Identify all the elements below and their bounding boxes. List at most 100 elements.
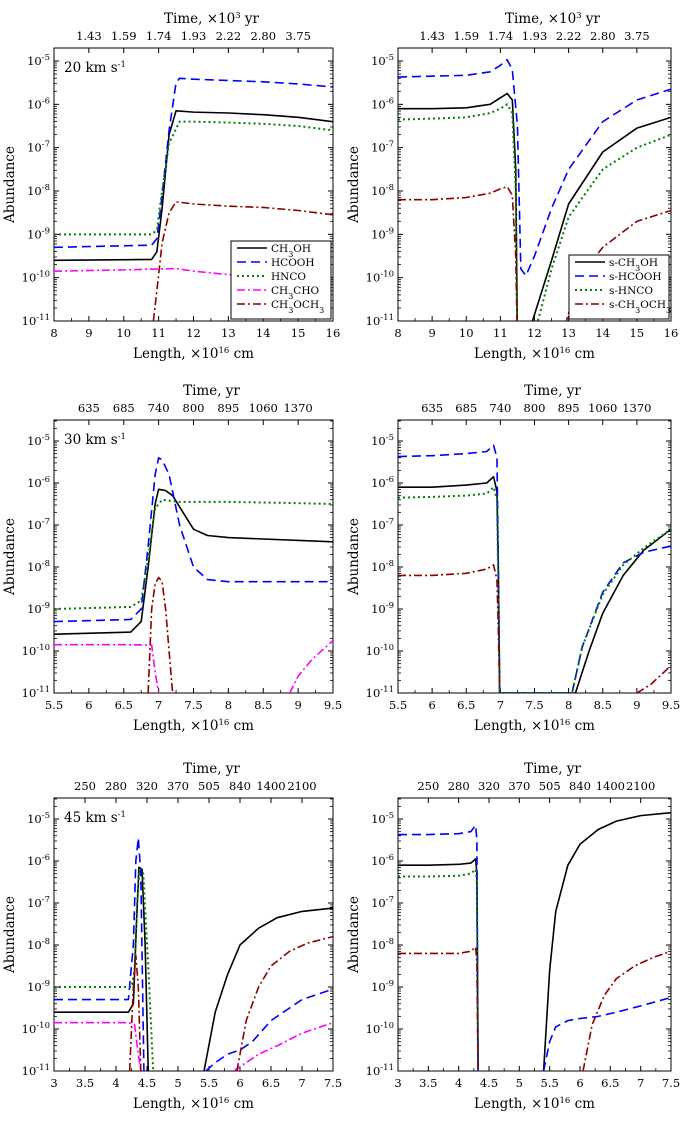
series-group	[398, 444, 671, 693]
x-tick-label: 8	[565, 698, 572, 712]
x-tick-label: 10	[116, 326, 131, 340]
legend-entry: CH3OH	[271, 243, 311, 259]
y-tick-label: 10-10	[22, 270, 50, 285]
y-tick-label: 10-6	[371, 475, 394, 490]
top-tick-label: 800	[183, 401, 205, 415]
x-axis-title: Length, ×1016 cm	[133, 346, 254, 362]
top-tick-label: 685	[113, 401, 135, 415]
chart-panel-1: 8 9 10 11 12 13 14 15 16 10-11 10-10 10-9 10-8 10-7 10…	[2, 11, 340, 362]
x-tick-label: 7.5	[662, 1076, 680, 1090]
x-tick-label: 14	[595, 326, 610, 340]
x-axis-title: Length, ×1016 cm	[133, 1096, 254, 1112]
y-tick-label: 10-10	[366, 643, 394, 658]
x-tick-label: 10	[459, 326, 474, 340]
series-line	[152, 201, 333, 321]
top-tick-label: 2.22	[216, 29, 242, 43]
x-tick-label: 8.5	[594, 698, 612, 712]
x-tick-label: 9	[85, 326, 92, 340]
top-tick-label: 840	[229, 779, 251, 793]
chart-panel-6: 3 3.5 4 4.5 5 5.5 6 6.5 7 7.5 10-11 10-10 10-9 10-8 10…	[346, 761, 680, 1112]
y-tick-label: 10-10	[22, 1021, 50, 1036]
y-tick-label: 10-11	[366, 1063, 394, 1078]
top-tick-label: 840	[569, 779, 591, 793]
x-tick-label: 8.5	[254, 698, 272, 712]
top-tick-label: 2100	[626, 779, 655, 793]
top-tick-label: 1060	[588, 401, 617, 415]
series-line	[54, 866, 150, 1071]
series-line	[128, 954, 142, 1071]
y-tick-label: 10-9	[371, 979, 394, 994]
y-tick-label: 10-8	[371, 183, 394, 198]
y-tick-label: 10-9	[27, 226, 50, 241]
y-axis-title: Abundance	[2, 146, 18, 224]
x-tick-label: 7	[155, 698, 162, 712]
x-tick-label: 7	[637, 1076, 644, 1090]
chart-panel-4: 5.5 6 6.5 7 7.5 8 8.5 9 9.5 10-11 10-10 10-9 10-8 10-…	[346, 383, 680, 734]
y-tick-label: 10-10	[366, 270, 394, 285]
legend-entry: s-HCOOH	[609, 271, 662, 283]
series-line	[54, 1021, 142, 1071]
y-tick-label: 10-7	[27, 895, 50, 910]
series-line	[233, 1021, 333, 1071]
x-tick-label: 8	[225, 698, 232, 712]
series-group	[398, 58, 671, 321]
x-tick-label: 5	[174, 1076, 181, 1090]
top-tick-label: 1.43	[76, 29, 102, 43]
top-tick-label: 1.74	[488, 29, 514, 43]
x-tick-label: 6.5	[601, 1076, 619, 1090]
x-tick-label: 11	[493, 326, 508, 340]
series-line	[542, 996, 671, 1071]
top-tick-label: 2100	[287, 779, 316, 793]
top-tick-label: 1.93	[181, 29, 207, 43]
x-tick-label: 7.5	[525, 698, 543, 712]
series-line	[398, 868, 480, 1071]
series-line	[542, 811, 671, 1071]
series-line	[54, 498, 333, 610]
x-tick-label: 5	[516, 1076, 523, 1090]
series-line	[398, 475, 671, 693]
top-axis-title: Time, ×103 yr	[505, 11, 601, 27]
y-tick-label: 10-5	[371, 53, 394, 68]
x-tick-label: 16	[326, 326, 341, 340]
y-tick-label: 10-6	[371, 96, 394, 111]
plot-frame	[397, 419, 672, 694]
top-tick-label: 505	[539, 779, 561, 793]
top-tick-label: 1370	[283, 401, 312, 415]
y-tick-label: 10-11	[366, 685, 394, 700]
top-axis-title: Time, ×103 yr	[164, 11, 260, 27]
top-tick-label: 1400	[596, 779, 625, 793]
x-tick-label: 9	[428, 326, 435, 340]
x-tick-label: 5.5	[541, 1076, 559, 1090]
y-tick-label: 10-11	[366, 313, 394, 328]
top-tick-label: 740	[489, 401, 511, 415]
top-tick-label: 280	[105, 779, 127, 793]
chart-panel-3: 5.5 6 6.5 7 7.5 8 8.5 9 9.5 10-11 10-10 10-9 10-8 10-…	[2, 383, 342, 734]
x-tick-label: 4	[455, 1076, 462, 1090]
y-tick-label: 10-6	[27, 853, 50, 868]
x-tick-label: 8	[50, 326, 57, 340]
x-tick-label: 5.5	[45, 698, 63, 712]
x-tick-label: 7.5	[324, 1076, 342, 1090]
plot-frame	[397, 797, 672, 1072]
series-line	[398, 824, 479, 1071]
top-tick-label: 320	[136, 779, 158, 793]
y-tick-label: 10-9	[27, 979, 50, 994]
x-tick-label: 6.5	[262, 1076, 280, 1090]
series-line	[54, 255, 333, 278]
series-line	[54, 868, 155, 1071]
y-tick-label: 10-9	[27, 601, 50, 616]
x-axis-title: Length, ×1016 cm	[474, 346, 595, 362]
x-axis-title: Length, ×1016 cm	[474, 718, 595, 734]
y-tick-label: 10-8	[371, 937, 394, 952]
x-tick-label: 4.5	[480, 1076, 498, 1090]
top-tick-label: 3.75	[624, 29, 650, 43]
top-axis-title: Time, yr	[183, 761, 240, 777]
series-line	[398, 946, 479, 1071]
top-tick-label: 1370	[622, 401, 651, 415]
top-tick-label: 1.59	[453, 29, 479, 43]
top-tick-label: 370	[167, 779, 189, 793]
x-tick-label: 13	[561, 326, 576, 340]
top-tick-label: 2.22	[556, 29, 582, 43]
x-tick-label: 6	[85, 698, 92, 712]
